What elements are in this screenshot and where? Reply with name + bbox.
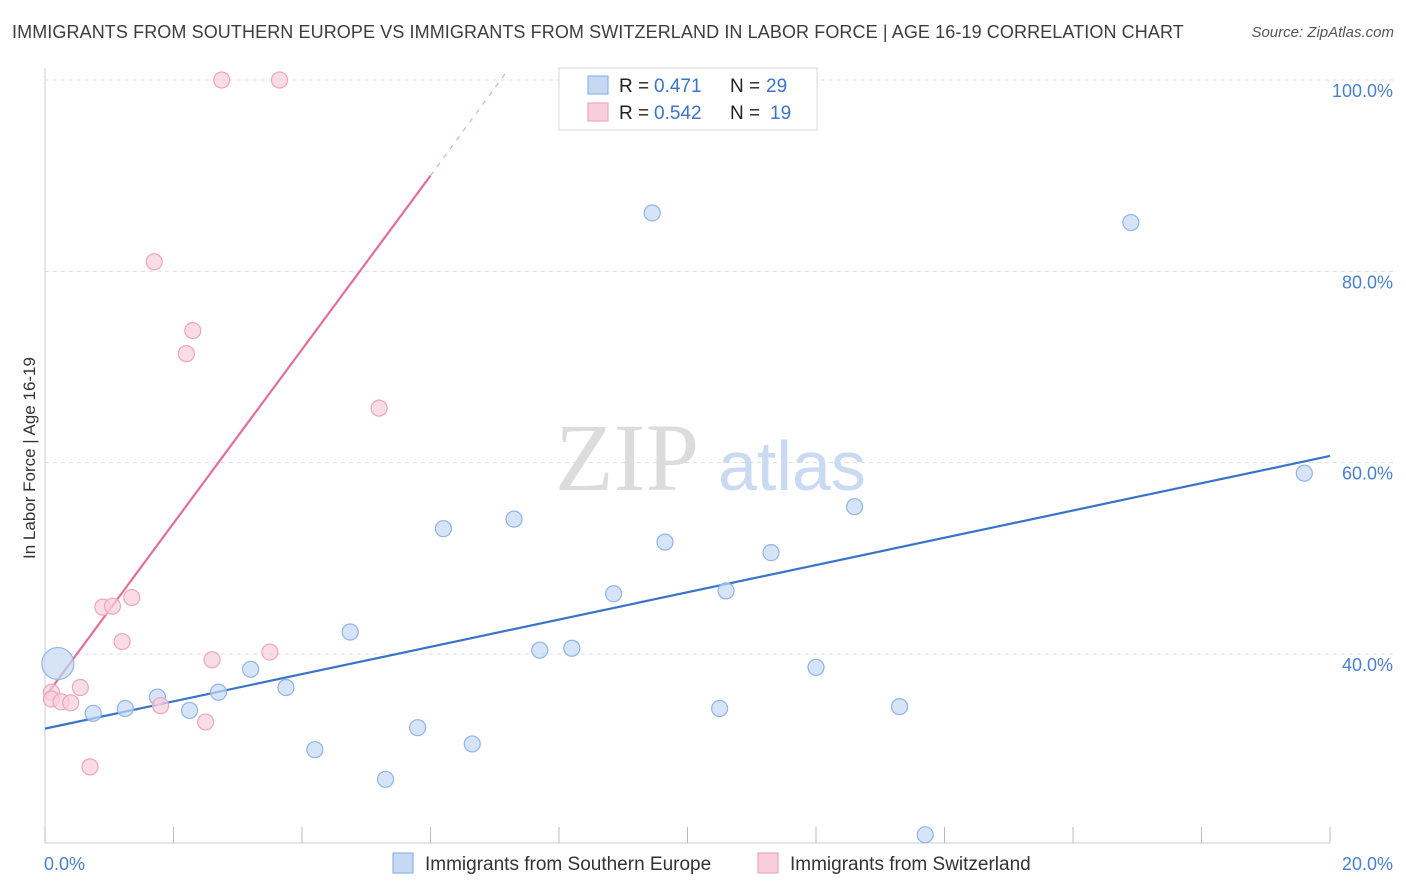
point-blue-22 [762, 543, 780, 562]
bottom-legend-swatch-pink [757, 852, 779, 874]
point-pink-13 [184, 322, 202, 340]
point-pink-16 [213, 71, 231, 89]
legend-r-label-2: R = [619, 103, 649, 124]
axes [44, 68, 1331, 844]
point-blue-2 [116, 699, 134, 718]
point-pink-10 [145, 253, 163, 271]
point-blue-20 [711, 699, 729, 718]
trend-line-extension-pink [430, 70, 509, 177]
point-blue-15 [531, 641, 549, 659]
point-pink-15 [203, 651, 221, 669]
point-blue-21 [717, 582, 735, 600]
bottom-legend-label-pink: Immigrants from Switzerland [790, 854, 1031, 875]
point-blue-0 [41, 646, 75, 681]
point-pink-19 [370, 399, 388, 417]
bottom-legend: Immigrants from Southern Europe Immigran… [392, 852, 1031, 875]
watermark-atlas: atlas [718, 427, 866, 505]
point-blue-24 [845, 498, 864, 516]
point-pink-12 [177, 345, 195, 363]
gridlines [45, 79, 1395, 655]
legend-n-label-2: N = [730, 103, 760, 124]
point-blue-27 [1122, 213, 1140, 232]
legend-n-value-1: 29 [766, 76, 787, 97]
point-pink-7 [103, 597, 122, 615]
point-blue-4 [180, 701, 199, 720]
point-blue-26 [916, 826, 934, 844]
point-pink-5 [81, 758, 99, 776]
point-blue-7 [277, 678, 295, 697]
point-blue-19 [656, 533, 674, 551]
legend-swatch-pink [587, 102, 609, 122]
point-blue-18 [643, 204, 661, 222]
point-blue-25 [890, 698, 909, 716]
trend-lines [44, 70, 1331, 730]
point-blue-28 [1295, 464, 1313, 482]
x-tick-label-max: 20.0% [1342, 854, 1393, 874]
source-credit: Source: ZipAtlas.com [1251, 24, 1394, 41]
point-blue-1 [84, 704, 102, 722]
point-pink-17 [261, 643, 279, 661]
point-blue-23 [807, 658, 825, 676]
watermark-zip: ZIP [555, 404, 699, 511]
trend-line-blue [44, 454, 1331, 730]
point-blue-11 [409, 719, 427, 737]
y-tick-label-80: 80.0% [1342, 272, 1393, 292]
x-tick-label-min: 0.0% [44, 854, 85, 874]
legend-r-value-1: 0.471 [654, 76, 702, 97]
chart-title: IMMIGRANTS FROM SOUTHERN EUROPE VS IMMIG… [12, 22, 1184, 42]
point-pink-11 [152, 697, 170, 715]
point-pink-9 [123, 588, 141, 607]
y-tick-label-100: 100.0% [1332, 81, 1393, 101]
bottom-legend-swatch-blue [392, 852, 414, 874]
legend-n-label-1: N = [730, 76, 760, 97]
point-blue-6 [242, 660, 260, 678]
point-pink-4 [71, 678, 89, 697]
y-axis-label: In Labor Force | Age 16-19 [20, 357, 39, 559]
point-blue-13 [463, 735, 481, 753]
point-blue-10 [376, 770, 395, 788]
legend-swatch-blue [587, 75, 609, 95]
y-tick-label-60: 60.0% [1342, 464, 1393, 484]
point-blue-12 [434, 520, 452, 538]
watermark: ZIP atlas [555, 404, 866, 511]
point-blue-14 [505, 510, 523, 528]
data-points [41, 71, 1313, 844]
point-pink-14 [197, 713, 215, 731]
y-tick-labels: 40.0% 60.0% 80.0% 100.0% [1332, 81, 1393, 675]
top-legend: R = 0.471 N = 29 R = 0.542 N = 19 [558, 67, 818, 131]
legend-r-value-2: 0.542 [654, 103, 702, 124]
trend-line-pink [44, 175, 432, 698]
point-blue-5 [209, 683, 228, 701]
legend-n-value-2: 19 [770, 103, 791, 124]
point-blue-17 [605, 585, 623, 603]
x-tick-labels: 0.0% 20.0% [44, 854, 1393, 874]
point-blue-8 [306, 741, 324, 759]
point-pink-18 [270, 71, 289, 89]
point-pink-8 [113, 632, 131, 651]
point-blue-9 [341, 623, 359, 641]
point-pink-3 [62, 694, 80, 712]
y-tick-label-40: 40.0% [1342, 655, 1393, 675]
bottom-legend-label-blue: Immigrants from Southern Europe [425, 854, 711, 875]
point-blue-16 [563, 639, 581, 657]
legend-r-label-1: R = [619, 76, 649, 97]
